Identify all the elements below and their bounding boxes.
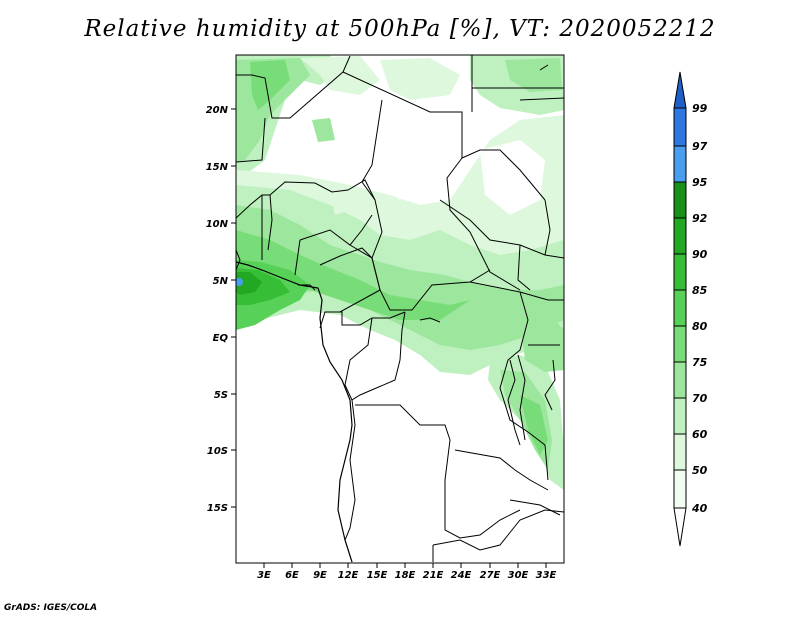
lat-label: 20N bbox=[206, 105, 229, 116]
colorbar-label: 40 bbox=[691, 502, 708, 515]
colorbar-segment bbox=[673, 289, 687, 327]
country-borders bbox=[236, 55, 564, 563]
colorbar-segment bbox=[673, 253, 687, 291]
colorbar-segment bbox=[673, 145, 687, 183]
lon-label: 24E bbox=[451, 570, 472, 581]
map-frame bbox=[235, 54, 565, 564]
colorbar: 99 97 95 92 90 85 80 75 70 60 50 40 bbox=[673, 71, 708, 547]
colorbar-label: 60 bbox=[692, 428, 708, 441]
lon-label: 12E bbox=[338, 570, 359, 581]
colorbar-top-arrow bbox=[673, 71, 687, 109]
lon-label: 30E bbox=[508, 570, 529, 581]
humidity-field bbox=[236, 55, 564, 563]
lon-label: 9E bbox=[313, 570, 327, 581]
lon-label: 21E bbox=[423, 570, 444, 581]
colorbar-label: 92 bbox=[692, 212, 708, 225]
colorbar-segment bbox=[673, 433, 687, 471]
colorbar-label: 80 bbox=[692, 320, 708, 333]
grads-credit: GrADS: IGES/COLA bbox=[4, 603, 98, 613]
lat-label: EQ bbox=[213, 333, 229, 344]
coastline bbox=[236, 261, 353, 563]
lon-label: 15E bbox=[367, 570, 388, 581]
lon-label: 27E bbox=[480, 570, 501, 581]
chart-title: Relative humidity at 500hPa [%], VT: 202… bbox=[84, 16, 716, 42]
colorbar-segment bbox=[673, 325, 687, 363]
lon-axis: 3E 6E 9E 12E 15E 18E 21E 24E 27E 30E 33E bbox=[257, 563, 557, 581]
colorbar-segment bbox=[673, 181, 687, 219]
colorbar-segment bbox=[673, 217, 687, 255]
lat-label: 10N bbox=[206, 219, 229, 230]
lat-label: 5S bbox=[214, 390, 228, 401]
colorbar-label: 90 bbox=[692, 248, 708, 261]
colorbar-label: 85 bbox=[692, 284, 708, 297]
colorbar-label: 97 bbox=[692, 140, 708, 153]
colorbar-label: 99 bbox=[692, 102, 708, 115]
colorbar-label: 50 bbox=[692, 464, 708, 477]
colorbar-segment bbox=[673, 397, 687, 435]
lat-label: 5N bbox=[213, 276, 229, 287]
lat-axis: 20N 15N 10N 5N EQ 5S 10S 15S bbox=[206, 105, 236, 514]
colorbar-label: 95 bbox=[692, 176, 708, 189]
colorbar-segment bbox=[673, 107, 687, 147]
lat-label: 10S bbox=[207, 446, 228, 457]
colorbar-bottom-arrow bbox=[673, 507, 687, 547]
lon-label: 6E bbox=[285, 570, 299, 581]
lon-label: 3E bbox=[257, 570, 271, 581]
colorbar-segment bbox=[673, 361, 687, 399]
colorbar-label: 70 bbox=[692, 392, 708, 405]
colorbar-segment bbox=[673, 469, 687, 509]
lon-label: 18E bbox=[395, 570, 416, 581]
colorbar-label: 75 bbox=[692, 356, 708, 369]
lat-label: 15N bbox=[206, 162, 229, 173]
lon-label: 33E bbox=[536, 570, 557, 581]
lat-label: 15S bbox=[207, 503, 228, 514]
